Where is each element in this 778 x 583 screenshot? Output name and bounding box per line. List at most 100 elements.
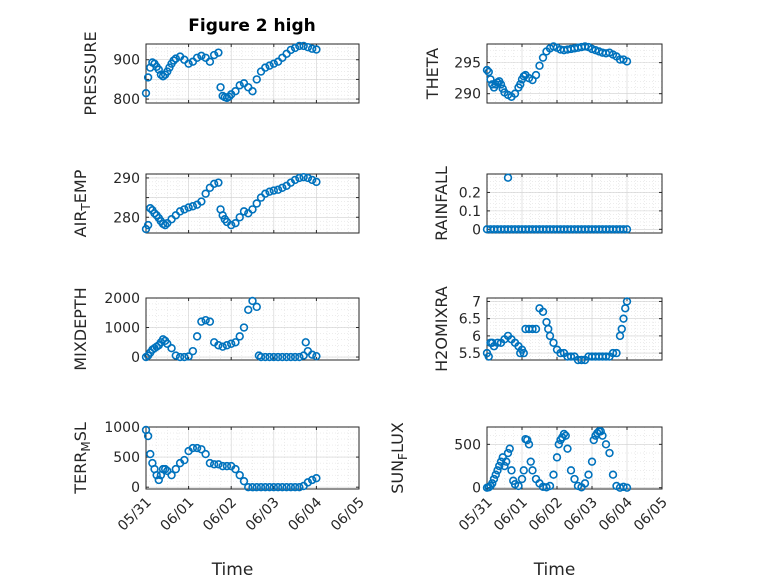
data-point — [218, 342, 227, 351]
series-markers — [482, 173, 632, 234]
data-point — [619, 225, 628, 234]
y-tick-label: 500 — [113, 450, 140, 466]
data-point — [209, 50, 219, 60]
data-point — [303, 42, 313, 52]
y-tick-label: 2000 — [104, 291, 140, 307]
data-point — [301, 338, 310, 347]
data-point — [503, 173, 513, 182]
data-point — [273, 352, 283, 362]
y-axis-label: RAINFALL — [432, 166, 451, 241]
series-markers — [482, 297, 632, 365]
data-point — [184, 352, 193, 361]
data-point — [180, 205, 189, 214]
x-tick-label: 06/04 — [596, 494, 636, 534]
data-point — [589, 435, 598, 445]
data-point — [617, 324, 626, 334]
data-point — [552, 453, 562, 462]
subplot-6: 5.566.5 7 H2OMIXRA — [432, 286, 663, 372]
data-point — [489, 474, 499, 484]
data-point — [503, 448, 513, 458]
data-point — [312, 177, 321, 187]
data-point — [143, 220, 153, 230]
data-point — [307, 175, 317, 185]
data-point — [231, 218, 240, 228]
y-axis-label: TERRMSL — [71, 422, 93, 495]
data-point — [261, 482, 270, 492]
x-tick-label: 06/05 — [328, 495, 368, 535]
data-point — [256, 352, 266, 362]
subplot-3: 280 290 AIRTEMP — [71, 169, 360, 237]
data-point — [171, 464, 181, 474]
y-tick-label: 900 — [113, 53, 140, 69]
data-point — [222, 461, 232, 471]
data-point — [278, 183, 287, 192]
data-point — [505, 444, 514, 453]
y-axis-label: PRESSURE — [81, 31, 100, 115]
subplot-5: 0 1000 2000 MIXDEPTH — [71, 287, 360, 371]
data-point — [619, 482, 628, 492]
x-tick-label: 05/31 — [456, 495, 496, 535]
data-point — [235, 332, 244, 341]
y-tick-label: 6.5 — [459, 312, 481, 328]
axes-frame — [145, 426, 360, 490]
data-point — [290, 352, 300, 362]
data-point — [154, 475, 163, 485]
data-point — [278, 352, 287, 362]
y-tick-label: 5.5 — [459, 346, 481, 362]
data-point — [491, 470, 500, 479]
data-point — [493, 338, 502, 347]
data-point — [282, 352, 291, 362]
data-point — [566, 352, 576, 361]
series-markers — [141, 425, 321, 492]
data-point — [160, 220, 170, 230]
data-point — [566, 466, 576, 475]
y-tick-label: 290 — [113, 171, 140, 187]
data-point — [519, 348, 528, 358]
data-point — [154, 65, 163, 74]
data-point — [167, 343, 176, 353]
data-point — [197, 51, 206, 60]
x-tick-label: 06/05 — [631, 495, 671, 535]
y-tick-label: 295 — [454, 56, 481, 72]
y-tick-label: 0.2 — [459, 185, 481, 201]
data-point — [216, 83, 225, 92]
data-point — [482, 65, 492, 75]
y-axis-label: SUNFLUX — [388, 422, 410, 494]
series-markers — [141, 296, 321, 362]
data-point — [286, 352, 296, 362]
data-point — [239, 323, 249, 332]
data-point — [290, 175, 300, 185]
data-point — [601, 352, 611, 361]
data-point — [312, 351, 321, 361]
data-point — [180, 352, 189, 362]
x-axis-label: Time — [211, 560, 254, 580]
data-point — [214, 178, 223, 187]
y-tick-label: 6 — [472, 329, 481, 345]
data-point — [269, 59, 278, 68]
data-point — [523, 435, 532, 445]
axes-frame — [486, 426, 663, 490]
y-tick-label: 500 — [454, 437, 481, 453]
data-point — [141, 88, 151, 98]
data-point — [184, 59, 193, 68]
data-point — [299, 172, 308, 182]
data-point — [252, 75, 261, 84]
data-point — [143, 431, 153, 441]
data-point — [214, 48, 223, 57]
data-point — [169, 56, 178, 65]
data-point — [502, 457, 511, 466]
data-point — [495, 461, 504, 471]
data-point — [282, 482, 291, 492]
data-point — [192, 332, 202, 341]
data-point — [514, 481, 523, 491]
data-point — [218, 461, 227, 471]
data-point — [163, 339, 172, 348]
y-axis-label: H2OMIXRA — [432, 286, 451, 372]
x-tick-label: 06/01 — [491, 495, 531, 535]
data-point — [608, 470, 618, 479]
data-point — [201, 315, 210, 325]
data-point — [484, 352, 493, 361]
data-point — [549, 338, 558, 347]
data-point — [146, 204, 155, 213]
data-point — [500, 461, 509, 471]
